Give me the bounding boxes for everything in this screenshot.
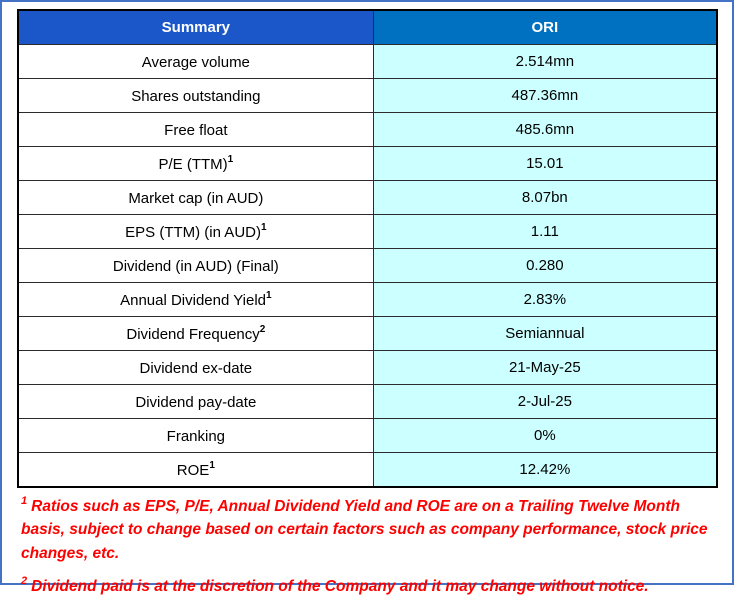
metric-label: Dividend (in AUD) (Final) [113,258,279,275]
metric-label: Average volume [142,54,250,71]
metric-footnote-marker: 1 [228,154,234,165]
metric-footnote-marker: 2 [260,324,266,335]
footnote-marker: 2 [21,575,27,587]
table-row: Annual Dividend Yield1 2.83% [18,283,717,317]
table-row: ROE1 12.42% [18,453,717,488]
metric-label: ROE [177,462,210,479]
metric-footnote-marker: 1 [261,222,267,233]
table-row: Market cap (in AUD) 8.07bn [18,181,717,215]
metric-label-cell: ROE1 [18,453,373,488]
table-row: P/E (TTM)1 15.01 [18,147,717,181]
summary-table: Summary ORI Average volume 2.514mn Share… [17,9,718,488]
footnote-marker: 1 [21,495,27,507]
metric-label-cell: Franking [18,419,373,453]
metric-value-cell: 1.11 [373,215,717,249]
metric-value-cell: 8.07bn [373,181,717,215]
summary-table-header: Summary ORI [18,10,717,45]
metric-label-cell: Shares outstanding [18,79,373,113]
table-row: Franking 0% [18,419,717,453]
metric-value-cell: 12.42% [373,453,717,488]
metric-value-cell: 2-Jul-25 [373,385,717,419]
table-row: Dividend Frequency2 Semiannual [18,317,717,351]
table-row: EPS (TTM) (in AUD)1 1.11 [18,215,717,249]
summary-table-body: Average volume 2.514mn Shares outstandin… [18,45,717,488]
metric-label-cell: Dividend Frequency2 [18,317,373,351]
metric-label: P/E (TTM) [158,156,227,173]
metric-label: Shares outstanding [131,88,260,105]
table-row: Dividend (in AUD) (Final) 0.280 [18,249,717,283]
metric-label-cell: EPS (TTM) (in AUD)1 [18,215,373,249]
metric-label: Free float [164,122,227,139]
metric-value-cell: 0.280 [373,249,717,283]
metric-value-cell: 485.6mn [373,113,717,147]
footnote-text: Ratios such as EPS, P/E, Annual Dividend… [21,498,708,562]
metric-label: EPS (TTM) (in AUD) [125,224,261,241]
metric-label-cell: Free float [18,113,373,147]
header-row: Summary ORI [18,10,717,45]
metric-label-cell: Market cap (in AUD) [18,181,373,215]
metric-label-cell: Annual Dividend Yield1 [18,283,373,317]
footnote-text: Dividend paid is at the discretion of th… [31,578,649,595]
table-row: Average volume 2.514mn [18,45,717,79]
metric-footnote-marker: 1 [266,290,272,301]
metric-value-cell: 15.01 [373,147,717,181]
table-row: Dividend pay-date 2-Jul-25 [18,385,717,419]
metric-value-cell: Semiannual [373,317,717,351]
metric-value-cell: 487.36mn [373,79,717,113]
header-cell-summary: Summary [18,10,373,45]
metric-label: Dividend Frequency [126,326,259,343]
metric-label-cell: Average volume [18,45,373,79]
metric-label-cell: Dividend ex-date [18,351,373,385]
metric-label-cell: Dividend (in AUD) (Final) [18,249,373,283]
page: Summary ORI Average volume 2.514mn Share… [0,0,734,585]
table-row: Dividend ex-date 21-May-25 [18,351,717,385]
metric-label-cell: P/E (TTM)1 [18,147,373,181]
metric-value-cell: 21-May-25 [373,351,717,385]
metric-label: Annual Dividend Yield [120,292,266,309]
table-row: Shares outstanding 487.36mn [18,79,717,113]
metric-value-cell: 0% [373,419,717,453]
table-row: Free float 485.6mn [18,113,717,147]
metric-label: Franking [167,428,225,445]
footnote: 2 Dividend paid is at the discretion of t… [21,574,714,598]
header-cell-ori: ORI [373,10,717,45]
metric-label: Dividend pay-date [135,394,256,411]
metric-label-cell: Dividend pay-date [18,385,373,419]
metric-label: Market cap (in AUD) [128,190,263,207]
metric-value-cell: 2.83% [373,283,717,317]
metric-footnote-marker: 1 [209,460,215,471]
metric-value-cell: 2.514mn [373,45,717,79]
metric-label: Dividend ex-date [140,360,253,377]
